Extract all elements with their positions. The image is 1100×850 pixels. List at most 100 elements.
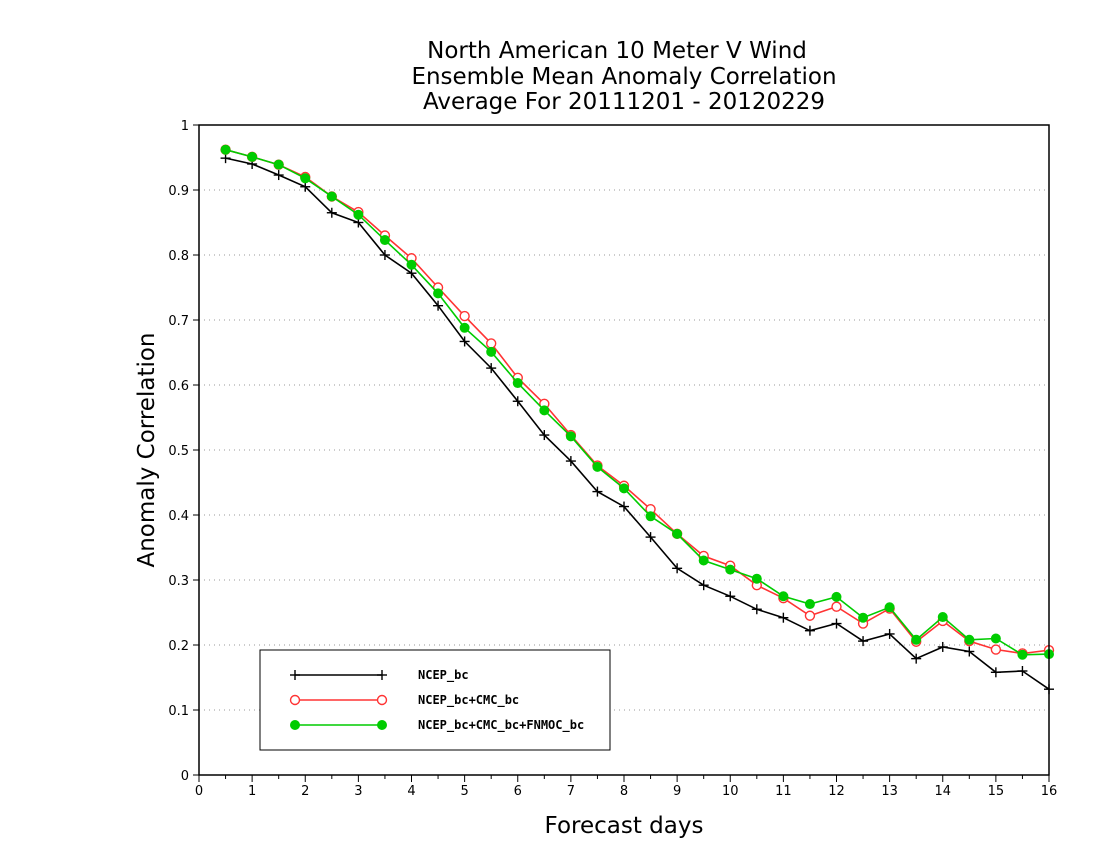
y-tick-label: 1 xyxy=(181,119,189,134)
data-point xyxy=(619,483,629,494)
data-point xyxy=(804,610,816,621)
y-tick-label: 0.1 xyxy=(168,704,189,719)
legend-label: NCEP_bc+CMC_bc xyxy=(418,693,519,708)
x-tick-label: 1 xyxy=(248,784,256,799)
data-point xyxy=(725,564,736,575)
chart-title-line-1: North American 10 Meter V Wind xyxy=(427,38,807,64)
data-point xyxy=(486,363,497,374)
y-tick-label: 0.5 xyxy=(168,444,189,459)
data-point xyxy=(884,602,895,613)
data-point xyxy=(725,591,736,602)
y-tick-label: 0.4 xyxy=(168,509,189,524)
x-tick-label: 7 xyxy=(567,784,575,799)
data-point xyxy=(858,636,869,647)
y-tick-label: 0.6 xyxy=(168,379,189,394)
y-tick-label: 0.9 xyxy=(168,184,189,199)
data-point xyxy=(804,599,815,610)
data-point xyxy=(379,235,390,246)
data-point xyxy=(512,378,523,389)
data-point xyxy=(273,159,284,170)
y-axis-label: Anomaly Correlation xyxy=(134,332,160,567)
y-tick-label: 0.2 xyxy=(168,639,189,654)
x-tick-label: 13 xyxy=(881,784,898,799)
data-point xyxy=(512,396,523,407)
legend-label: NCEP_bc+CMC_bc+FNMOC_bc xyxy=(418,718,584,733)
data-point xyxy=(290,670,300,680)
x-tick-label: 4 xyxy=(407,784,415,799)
data-point xyxy=(804,625,815,636)
data-point xyxy=(990,633,1001,644)
data-point xyxy=(672,563,683,574)
data-point xyxy=(990,644,1002,655)
x-tick-label: 8 xyxy=(620,784,628,799)
data-point xyxy=(565,431,576,442)
data-point xyxy=(379,250,390,260)
data-point xyxy=(592,461,603,472)
y-tick-label: 0.7 xyxy=(168,314,189,329)
data-point xyxy=(539,430,550,441)
data-point xyxy=(539,405,550,416)
legend: NCEP_bc NCEP_bc+CMC_bc NCEP_bc+CMC_bc+FNMO… xyxy=(259,649,611,751)
data-point xyxy=(406,259,417,270)
series-2 xyxy=(220,144,1055,659)
x-tick-label: 16 xyxy=(1041,784,1058,799)
x-tick-label: 0 xyxy=(195,784,203,799)
data-point xyxy=(778,612,789,623)
data-point xyxy=(1017,666,1028,676)
data-point xyxy=(911,634,922,645)
legend-label: NCEP_bc xyxy=(418,668,469,683)
axis-ticks: 00.10.20.30.40.50.60.70.80.910 1 2 3 4 5 6 7 8 9 1… xyxy=(168,119,1057,799)
legend-entry: NCEP_bc xyxy=(290,668,469,683)
y-tick-label: 0.8 xyxy=(168,249,189,264)
data-point xyxy=(911,653,922,664)
series-lines xyxy=(220,144,1055,695)
x-tick-label: 12 xyxy=(828,784,845,799)
data-point xyxy=(619,501,629,512)
data-point xyxy=(485,338,497,349)
data-point xyxy=(751,604,762,615)
data-point xyxy=(326,191,337,202)
chart-title-line-2: Ensemble Mean Anomaly Correlation xyxy=(411,64,836,90)
data-point xyxy=(937,641,948,652)
data-point xyxy=(565,456,576,467)
x-tick-label: 10 xyxy=(722,784,739,799)
data-point xyxy=(831,618,842,629)
data-point xyxy=(645,511,656,522)
x-tick-label: 9 xyxy=(673,784,681,799)
series-3 xyxy=(220,144,1054,660)
data-point xyxy=(698,580,709,591)
series-line xyxy=(225,148,1050,656)
data-point xyxy=(433,300,444,311)
data-point xyxy=(964,634,975,645)
data-point xyxy=(290,720,300,730)
data-point xyxy=(990,667,1001,678)
data-point xyxy=(645,532,656,543)
x-tick-label: 2 xyxy=(301,784,309,799)
data-point xyxy=(831,591,842,602)
data-point xyxy=(353,209,364,220)
data-point xyxy=(376,694,388,706)
data-point xyxy=(459,336,470,347)
data-point xyxy=(377,670,387,680)
legend-entry: NCEP_bc+CMC_bc+FNMOC_bc xyxy=(290,718,584,733)
series-1 xyxy=(220,153,1054,695)
data-point xyxy=(858,612,869,623)
data-point xyxy=(433,288,444,299)
data-point xyxy=(751,573,762,584)
chart-title-line-3: Average For 20111201 - 20120229 xyxy=(423,89,825,115)
x-tick-label: 3 xyxy=(354,784,362,799)
data-point xyxy=(937,612,948,623)
y-tick-label: 0.3 xyxy=(168,574,189,589)
series-line xyxy=(225,157,1050,690)
y-tick-label: 0 xyxy=(181,769,189,784)
data-point xyxy=(459,310,470,322)
data-point xyxy=(698,555,709,566)
x-tick-label: 11 xyxy=(775,784,792,799)
data-point xyxy=(406,268,417,279)
x-axis-label: Forecast days xyxy=(545,813,704,839)
data-point xyxy=(247,151,258,162)
data-point xyxy=(273,170,284,181)
data-point xyxy=(326,207,337,218)
data-point xyxy=(964,646,975,657)
